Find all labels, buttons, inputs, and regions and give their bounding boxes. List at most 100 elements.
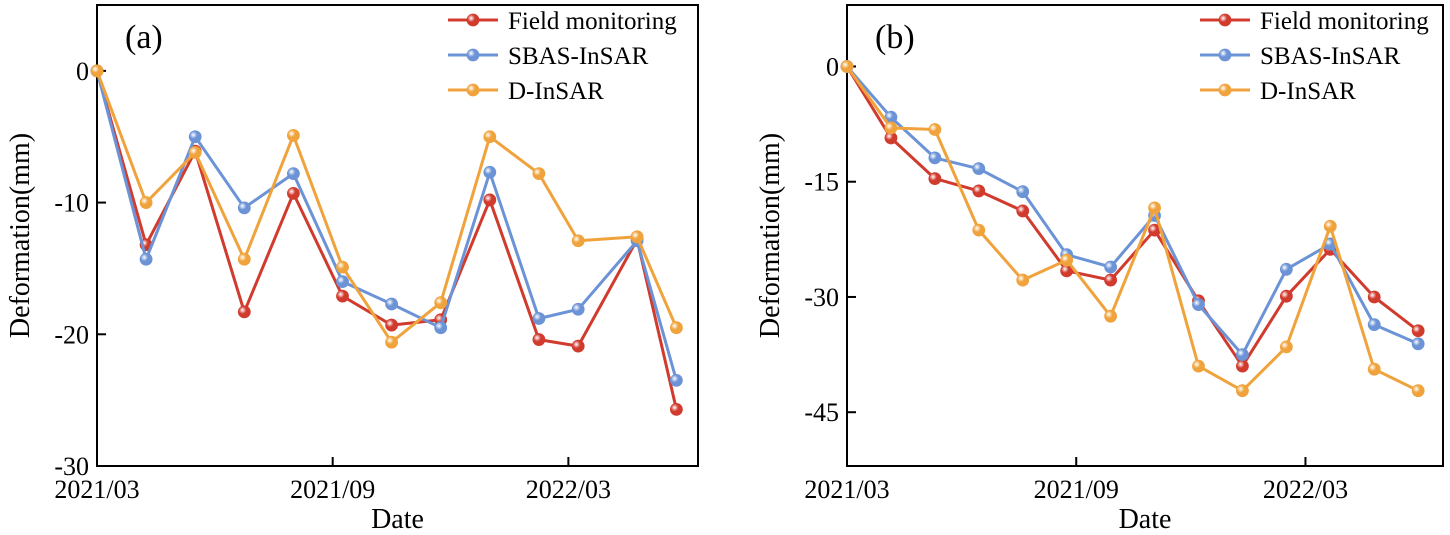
data-point <box>139 252 153 266</box>
data-point <box>385 318 399 332</box>
data-point <box>571 339 585 353</box>
data-point <box>1279 262 1293 276</box>
y-tick-label: -30 <box>54 452 89 481</box>
data-point <box>1367 362 1381 376</box>
legend-marker <box>1218 48 1232 62</box>
data-point <box>1104 273 1118 287</box>
legend-item: D-InSAR <box>448 78 604 105</box>
data-point <box>237 201 251 215</box>
legend-item: D-InSAR <box>1200 78 1356 105</box>
data-point <box>669 402 683 416</box>
data-point <box>669 373 683 387</box>
series-d-insar <box>840 60 1425 398</box>
x-axis-label: Date <box>371 504 424 535</box>
y-tick-label: 0 <box>76 57 89 86</box>
y-axis-label: Deformation(mm) <box>755 133 786 338</box>
chart-panel-b: 0 -15 -30 -45 2021/03 2021/09 2022/03 Date Defor… <box>755 4 1444 535</box>
plot-frame <box>96 4 699 467</box>
panel-label: (b) <box>875 19 915 56</box>
data-point <box>385 297 399 311</box>
data-point <box>1104 309 1118 323</box>
legend-label: Field monitoring <box>1260 8 1429 35</box>
data-point <box>287 186 300 200</box>
data-point <box>188 130 202 144</box>
data-point <box>139 196 153 209</box>
data-point <box>1236 384 1249 398</box>
data-point <box>532 312 546 325</box>
data-point <box>1323 219 1337 233</box>
data-point <box>237 305 251 319</box>
y-tick-label: 0 <box>826 52 839 81</box>
y-axis-label: Deformation(mm) <box>5 133 36 338</box>
data-point <box>483 165 497 179</box>
data-point <box>928 172 942 186</box>
legend: Field monitoring SBAS-InSAR D-InSAR <box>448 8 677 105</box>
legend-item: Field monitoring <box>1200 8 1429 35</box>
data-point <box>1236 359 1249 373</box>
data-point <box>287 167 300 180</box>
data-point <box>1148 201 1161 215</box>
x-axis-label: Date <box>1119 504 1172 535</box>
data-point <box>840 60 854 73</box>
y-tick-label: -15 <box>804 168 839 197</box>
data-point <box>972 162 986 176</box>
panel-label: (a) <box>125 19 163 56</box>
legend-item: Field monitoring <box>448 8 677 35</box>
x-tick-label: 2021/09 <box>1034 475 1119 504</box>
data-point <box>1411 384 1425 398</box>
data-point <box>336 275 349 289</box>
data-point <box>669 321 683 335</box>
legend-marker <box>466 48 480 62</box>
legend: Field monitoring SBAS-InSAR D-InSAR <box>1200 8 1429 105</box>
data-point <box>188 146 202 159</box>
data-point <box>1279 289 1293 303</box>
data-point <box>434 296 448 310</box>
data-point <box>1411 324 1425 338</box>
data-point <box>884 121 898 135</box>
data-point <box>1192 298 1205 312</box>
data-point <box>1192 359 1205 373</box>
legend-marker <box>466 83 480 97</box>
data-point <box>1236 348 1249 361</box>
legend-marker <box>1218 13 1232 27</box>
x-tick-label: 2022/03 <box>1263 475 1348 504</box>
data-point <box>336 260 349 274</box>
data-point <box>972 223 986 237</box>
data-point <box>385 335 399 349</box>
series-line <box>845 65 1420 368</box>
y-tick-label: -10 <box>54 189 89 218</box>
series-sbas-insar <box>840 60 1425 361</box>
data-point <box>1411 337 1425 351</box>
data-point <box>1016 273 1030 287</box>
legend-label: D-InSAR <box>508 78 604 105</box>
x-tick-label: 2021/03 <box>804 475 889 504</box>
y-tick-label: -45 <box>804 398 839 427</box>
data-point <box>434 321 448 335</box>
data-point <box>1104 260 1118 274</box>
data-point <box>1367 318 1381 332</box>
data-point <box>237 252 251 266</box>
data-point <box>532 333 546 346</box>
data-point <box>630 230 644 244</box>
series-d-insar <box>90 64 683 349</box>
series-field-monitoring <box>840 60 1425 373</box>
data-point <box>336 289 349 303</box>
data-point <box>1279 340 1293 354</box>
y-tick-label: -30 <box>804 283 839 312</box>
legend-label: Field monitoring <box>508 8 677 35</box>
x-tick-label: 2021/09 <box>290 475 375 504</box>
data-point <box>1367 290 1381 304</box>
data-point <box>972 184 986 198</box>
x-tick-label: 2022/03 <box>526 475 611 504</box>
data-point <box>1016 204 1030 218</box>
y-tick-label: -20 <box>54 320 89 349</box>
data-point <box>928 151 942 165</box>
data-point <box>90 64 104 78</box>
legend-item: SBAS-InSAR <box>1200 43 1401 70</box>
data-point <box>571 302 585 316</box>
legend-label: SBAS-InSAR <box>1260 43 1401 70</box>
legend-label: SBAS-InSAR <box>508 43 649 70</box>
data-point <box>287 128 300 142</box>
